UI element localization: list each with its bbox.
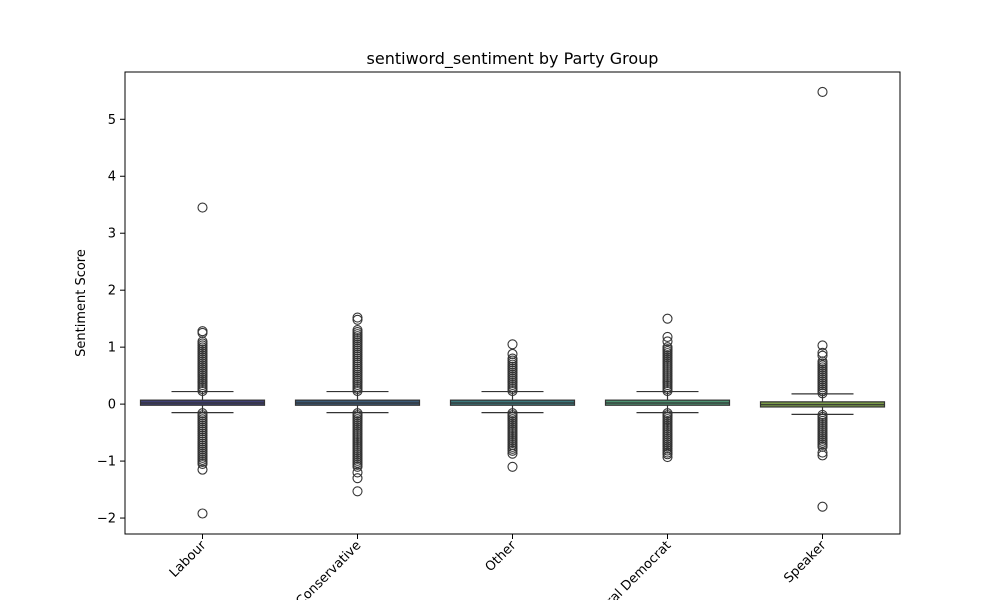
plot-frame xyxy=(124,71,901,535)
outlier-point xyxy=(662,342,673,353)
y-tick-label: 4 xyxy=(108,170,116,185)
box-group-0 xyxy=(139,202,266,519)
plot-area xyxy=(139,86,886,519)
outlier-point xyxy=(352,467,363,478)
outlier-point xyxy=(197,327,208,338)
outlier-point xyxy=(507,348,518,360)
chart-title: sentiword_sentiment by Party Group xyxy=(367,49,659,69)
outlier-point xyxy=(197,202,208,213)
outlier-point xyxy=(507,339,518,350)
outlier-point xyxy=(817,450,828,461)
box-group-4 xyxy=(759,86,886,512)
outlier-point xyxy=(817,501,828,512)
outlier-point xyxy=(352,314,363,325)
outlier-point xyxy=(662,449,673,460)
outlier-point xyxy=(817,350,828,361)
y-tick-label: 3 xyxy=(108,227,116,242)
outlier-point xyxy=(352,325,363,336)
outlier-point xyxy=(817,347,828,358)
x-tick-label: Conservative xyxy=(293,538,364,600)
x-tick-label: Labour xyxy=(167,538,210,581)
outlier-point xyxy=(197,464,208,475)
box-group-3 xyxy=(604,313,731,463)
box-group-2 xyxy=(449,339,576,472)
x-tick-label: Liberal Democrat xyxy=(584,538,674,600)
outlier-point xyxy=(507,448,518,459)
outlier-point xyxy=(662,331,673,342)
outlier-point xyxy=(507,461,518,472)
y-tick-label: −1 xyxy=(97,455,116,470)
y-axis-label: Sentiment Score xyxy=(74,249,89,357)
outlier-point xyxy=(352,312,363,323)
outlier-point xyxy=(352,486,363,497)
outlier-point xyxy=(352,473,363,484)
box-group-1 xyxy=(294,312,421,497)
y-tick-label: 1 xyxy=(108,341,116,356)
y-tick-label: −2 xyxy=(97,512,116,527)
x-tick-label: Speaker xyxy=(781,538,829,586)
outlier-point xyxy=(197,508,208,519)
y-tick-label: 0 xyxy=(108,398,116,413)
outlier-point xyxy=(662,336,673,347)
x-tick-label: Other xyxy=(483,538,520,575)
outlier-point xyxy=(817,340,828,351)
outlier-point xyxy=(662,452,673,463)
outlier-point xyxy=(817,86,828,97)
outlier-point xyxy=(662,313,673,324)
y-tick-label: 5 xyxy=(108,113,116,128)
outlier-point xyxy=(507,353,518,364)
outlier-point xyxy=(817,447,828,458)
y-tick-label: 2 xyxy=(108,284,116,299)
